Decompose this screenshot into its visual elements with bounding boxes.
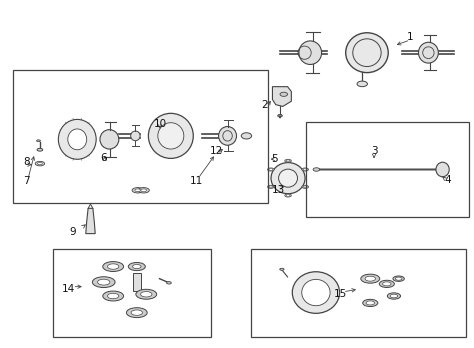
Ellipse shape — [313, 168, 319, 171]
Ellipse shape — [379, 280, 394, 287]
Ellipse shape — [346, 33, 388, 73]
Ellipse shape — [390, 294, 398, 298]
Ellipse shape — [286, 195, 290, 196]
Ellipse shape — [108, 264, 119, 269]
Ellipse shape — [141, 189, 146, 192]
Ellipse shape — [135, 189, 141, 192]
Ellipse shape — [131, 310, 143, 315]
Text: 1: 1 — [407, 32, 414, 42]
Ellipse shape — [158, 123, 184, 149]
Ellipse shape — [285, 194, 292, 197]
Ellipse shape — [383, 282, 391, 286]
Ellipse shape — [103, 262, 124, 271]
Ellipse shape — [36, 140, 40, 142]
Ellipse shape — [131, 131, 140, 141]
Text: 12: 12 — [210, 147, 223, 157]
Ellipse shape — [292, 272, 339, 313]
Bar — [12, 70, 268, 204]
Text: 14: 14 — [62, 284, 75, 294]
Ellipse shape — [393, 276, 404, 282]
Ellipse shape — [37, 163, 42, 165]
Ellipse shape — [269, 168, 273, 171]
Ellipse shape — [279, 169, 298, 187]
Ellipse shape — [302, 185, 309, 188]
Text: 3: 3 — [371, 147, 377, 157]
Text: 8: 8 — [23, 157, 30, 167]
Ellipse shape — [280, 268, 284, 270]
Ellipse shape — [363, 299, 378, 307]
Text: 15: 15 — [333, 288, 346, 299]
Ellipse shape — [132, 188, 144, 193]
Ellipse shape — [361, 274, 380, 283]
Ellipse shape — [68, 129, 87, 150]
Ellipse shape — [299, 41, 321, 64]
Ellipse shape — [436, 162, 449, 177]
Ellipse shape — [37, 148, 43, 151]
Ellipse shape — [269, 186, 273, 188]
Text: 5: 5 — [272, 154, 278, 164]
Ellipse shape — [303, 186, 307, 188]
Ellipse shape — [100, 130, 119, 149]
Ellipse shape — [267, 168, 274, 171]
Ellipse shape — [136, 289, 156, 299]
Ellipse shape — [365, 276, 375, 281]
Ellipse shape — [286, 160, 290, 162]
Text: 7: 7 — [23, 176, 30, 186]
Ellipse shape — [35, 161, 45, 166]
Ellipse shape — [133, 264, 141, 269]
Ellipse shape — [387, 293, 401, 299]
Ellipse shape — [92, 277, 115, 287]
Ellipse shape — [108, 293, 119, 299]
Polygon shape — [86, 208, 95, 234]
Text: 9: 9 — [69, 227, 76, 237]
Text: 11: 11 — [190, 176, 203, 186]
Ellipse shape — [278, 114, 283, 117]
Ellipse shape — [103, 291, 124, 301]
Ellipse shape — [98, 279, 110, 285]
Ellipse shape — [280, 92, 288, 96]
Text: 6: 6 — [100, 153, 107, 164]
Ellipse shape — [128, 262, 146, 271]
Ellipse shape — [267, 185, 274, 188]
Text: 10: 10 — [154, 119, 166, 129]
Ellipse shape — [148, 113, 193, 158]
Ellipse shape — [241, 133, 252, 139]
Ellipse shape — [58, 119, 96, 159]
Polygon shape — [273, 87, 292, 106]
Text: 13: 13 — [272, 185, 285, 195]
Ellipse shape — [127, 308, 147, 318]
Ellipse shape — [395, 277, 402, 280]
Ellipse shape — [166, 282, 171, 284]
Ellipse shape — [271, 163, 305, 194]
Ellipse shape — [366, 301, 374, 305]
Bar — [306, 122, 469, 218]
Ellipse shape — [285, 159, 292, 163]
Ellipse shape — [419, 42, 438, 63]
Ellipse shape — [219, 127, 237, 145]
Ellipse shape — [302, 168, 309, 171]
Ellipse shape — [134, 274, 140, 291]
Ellipse shape — [302, 279, 330, 306]
Ellipse shape — [303, 168, 307, 171]
Ellipse shape — [138, 188, 149, 193]
Ellipse shape — [141, 292, 152, 297]
Text: 2: 2 — [261, 100, 268, 110]
Ellipse shape — [357, 81, 367, 87]
Bar — [133, 274, 141, 291]
Bar — [251, 248, 466, 337]
Bar — [53, 248, 211, 337]
Text: 4: 4 — [444, 175, 451, 185]
